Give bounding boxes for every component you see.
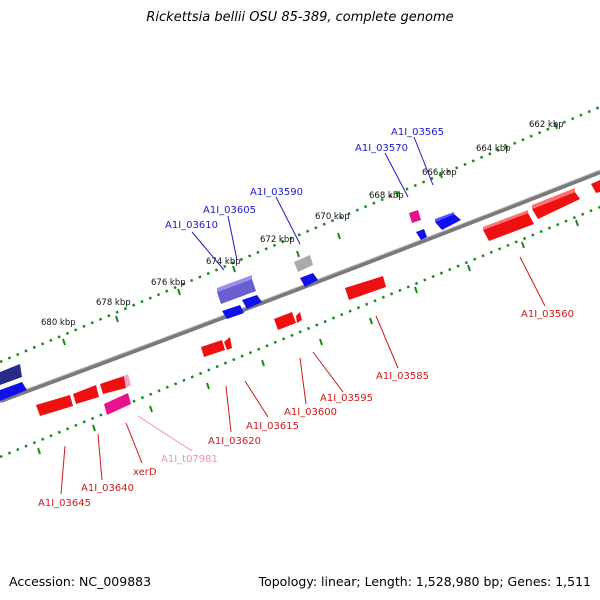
gene-pseudo-a1i-03590[interactable] xyxy=(294,255,313,272)
accession-text: Accession: NC_009883 xyxy=(9,574,152,589)
gene-label-a1i-03615: A1I_03615 xyxy=(246,421,299,432)
tick-label-666: 666 kbp xyxy=(422,168,457,178)
gene-reverse-a1i-03645[interactable] xyxy=(36,395,73,416)
gene-reverse-a1i-03585[interactable] xyxy=(345,276,386,300)
gene-forward-a1i-03565[interactable] xyxy=(435,214,461,230)
gene-reverse-a1i-03615[interactable] xyxy=(201,340,225,357)
gene-label-a1i-03640: A1I_03640 xyxy=(81,483,134,494)
gene-forward-a1i-03570[interactable] xyxy=(416,229,427,240)
gene-reverse-a1i-03600[interactable] xyxy=(274,312,296,330)
genome-summary-text: Topology: linear; Length: 1,528,980 bp; … xyxy=(258,574,591,589)
gene-label-a1i-03600: A1I_03600 xyxy=(284,407,337,418)
map-title: Rickettsia bellii OSU 85-389, complete g… xyxy=(146,10,454,25)
tick-label-668: 668 kbp xyxy=(369,191,404,201)
gene-label-a1i-03565: A1I_03565 xyxy=(391,127,444,138)
gene-label-a1i-03620: A1I_03620 xyxy=(208,436,261,447)
gene-forward-a1i-03590[interactable] xyxy=(300,273,318,287)
gene-reverse-xerd[interactable] xyxy=(100,376,126,394)
gene-reverse-a1i-03620[interactable] xyxy=(224,337,232,350)
gene-overlap-a1i-03605[interactable] xyxy=(217,279,256,304)
forward-genes xyxy=(0,210,461,401)
reverse-scale-line xyxy=(0,205,600,459)
tick-label-664: 664 kbp xyxy=(476,144,511,154)
gene-forward-a1i-03610[interactable] xyxy=(222,305,244,319)
tick-label-676: 676 kbp xyxy=(151,278,186,288)
gene-forward-a1i-03605[interactable] xyxy=(242,295,262,309)
gene-reverse-right-edge[interactable] xyxy=(591,180,600,193)
gene-reverse-a1i-03595[interactable] xyxy=(296,312,302,323)
forward-scale-line xyxy=(0,105,600,364)
tick-label-672: 672 kbp xyxy=(260,235,295,245)
gene-reverse-a1i-03640[interactable] xyxy=(73,385,99,404)
gene-trna-a1i-t07981[interactable] xyxy=(104,393,131,415)
gene-trna-upper[interactable] xyxy=(409,210,421,223)
gene-reverse-a1i-03560[interactable] xyxy=(532,192,580,219)
tick-label-662: 662 kbp xyxy=(529,120,564,130)
gene-label-a1i-03560: A1I_03560 xyxy=(521,309,574,320)
reverse-genes xyxy=(36,180,600,416)
gene-label-xerd: xerD xyxy=(133,467,157,478)
gene-overlap-left[interactable] xyxy=(0,364,22,385)
label-leaders xyxy=(60,136,546,495)
tick-label-670: 670 kbp xyxy=(315,212,350,222)
gene-forward-left[interactable] xyxy=(0,382,27,401)
gene-label-a1i-03645: A1I_03645 xyxy=(38,498,91,509)
tick-label-674: 674 kbp xyxy=(206,257,241,267)
reverse-scale-ticks xyxy=(37,219,579,455)
gene-label-a1i-03595: A1I_03595 xyxy=(320,393,373,404)
forward-scale-ticks xyxy=(62,122,558,346)
gene-label-a1i-t07981: A1I_t07981 xyxy=(161,454,218,465)
tick-label-678: 678 kbp xyxy=(96,298,131,308)
gene-label-a1i-03570: A1I_03570 xyxy=(355,143,408,154)
gene-label-a1i-03610: A1I_03610 xyxy=(165,220,218,231)
genome-map: 662 kbp 664 kbp 666 kbp 668 kbp 670 kbp … xyxy=(0,105,600,509)
gene-label-a1i-03590: A1I_03590 xyxy=(250,187,303,198)
gene-label-a1i-03605: A1I_03605 xyxy=(203,205,256,216)
gene-label-a1i-03585: A1I_03585 xyxy=(376,371,429,382)
gene-reverse-a1i-03560b[interactable] xyxy=(483,213,534,241)
genome-backbone xyxy=(0,169,600,404)
tick-label-680: 680 kbp xyxy=(41,318,76,328)
